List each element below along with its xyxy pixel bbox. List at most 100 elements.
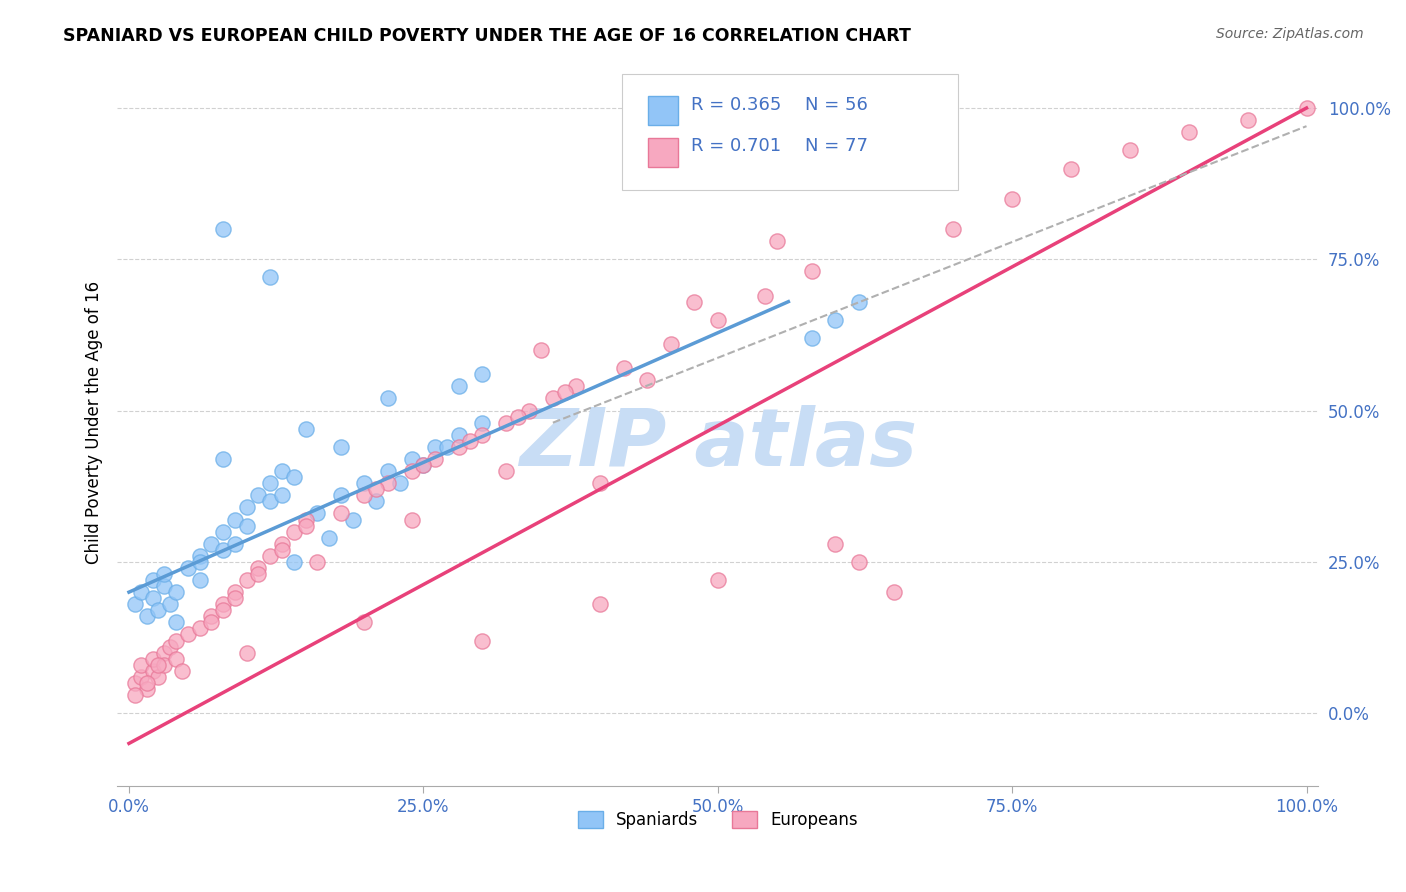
Point (1295, 101, 1317, 115)
Point (235, 573, 257, 587)
Point (554, 385, 576, 400)
Point (153, 646, 176, 660)
Point (848, 555, 870, 569)
Point (329, 488, 352, 502)
Point (506, 409, 529, 424)
Point (1060, 161, 1083, 176)
Point (565, 379, 588, 393)
Point (353, 476, 375, 491)
Point (129, 657, 152, 672)
Point (765, 234, 787, 248)
Point (706, 313, 728, 327)
Point (165, 615, 187, 630)
Point (212, 603, 235, 617)
Point (235, 500, 257, 515)
Point (259, 494, 281, 508)
Point (447, 440, 470, 454)
Point (188, 573, 211, 587)
Point (800, 264, 823, 278)
Point (259, 270, 281, 285)
Point (212, 542, 235, 557)
Point (636, 373, 658, 387)
Point (271, 464, 294, 478)
Point (471, 368, 494, 382)
Point (883, 585, 905, 599)
Point (612, 361, 634, 376)
Point (471, 427, 494, 442)
Point (706, 573, 728, 587)
Point (283, 555, 305, 569)
Point (271, 537, 294, 551)
Point (141, 573, 163, 587)
Point (159, 597, 181, 611)
Point (165, 633, 187, 648)
Point (212, 452, 235, 467)
Point (271, 542, 294, 557)
Text: R = 0.701: R = 0.701 (692, 136, 782, 154)
Point (224, 585, 246, 599)
Point (124, 688, 146, 702)
Point (212, 222, 235, 236)
FancyBboxPatch shape (648, 138, 678, 167)
Point (447, 427, 470, 442)
Point (366, 494, 388, 508)
Text: Source: ZipAtlas.com: Source: ZipAtlas.com (1216, 27, 1364, 41)
Point (124, 597, 146, 611)
Point (401, 464, 423, 478)
Point (377, 464, 399, 478)
Point (153, 566, 176, 581)
Point (224, 537, 246, 551)
Point (224, 512, 246, 526)
Point (541, 392, 564, 406)
Point (247, 488, 270, 502)
Point (353, 615, 375, 630)
Point (754, 288, 776, 302)
Point (247, 566, 270, 581)
Point (517, 403, 540, 417)
Point (800, 331, 823, 345)
Point (135, 676, 157, 690)
Point (530, 343, 553, 357)
Point (294, 518, 316, 533)
Point (388, 476, 411, 491)
Point (1236, 113, 1258, 128)
Point (495, 464, 517, 478)
Point (589, 476, 612, 491)
Point (165, 651, 187, 665)
Point (412, 458, 434, 472)
FancyBboxPatch shape (621, 74, 957, 190)
Point (1119, 144, 1142, 158)
Point (1177, 125, 1199, 139)
Text: N = 77: N = 77 (806, 136, 869, 154)
Point (170, 664, 193, 678)
Point (824, 313, 846, 327)
Text: ZIP atlas: ZIP atlas (519, 406, 917, 483)
Point (283, 470, 305, 484)
Point (212, 524, 235, 539)
Point (159, 640, 181, 654)
Point (200, 615, 222, 630)
Point (366, 482, 388, 496)
Point (329, 440, 352, 454)
Point (141, 591, 163, 606)
Point (942, 222, 965, 236)
Point (329, 507, 352, 521)
Point (124, 676, 146, 690)
Point (148, 603, 170, 617)
Point (353, 488, 375, 502)
Point (423, 440, 446, 454)
Point (188, 549, 211, 563)
Point (141, 664, 163, 678)
Text: SPANIARD VS EUROPEAN CHILD POVERTY UNDER THE AGE OF 16 CORRELATION CHART: SPANIARD VS EUROPEAN CHILD POVERTY UNDER… (63, 27, 911, 45)
Point (224, 591, 246, 606)
Point (135, 609, 157, 624)
Point (471, 416, 494, 430)
Point (177, 561, 200, 575)
Point (1001, 192, 1024, 206)
Point (377, 476, 399, 491)
Point (188, 622, 211, 636)
Point (436, 440, 458, 454)
Point (447, 379, 470, 393)
FancyBboxPatch shape (648, 96, 678, 125)
Point (141, 651, 163, 665)
